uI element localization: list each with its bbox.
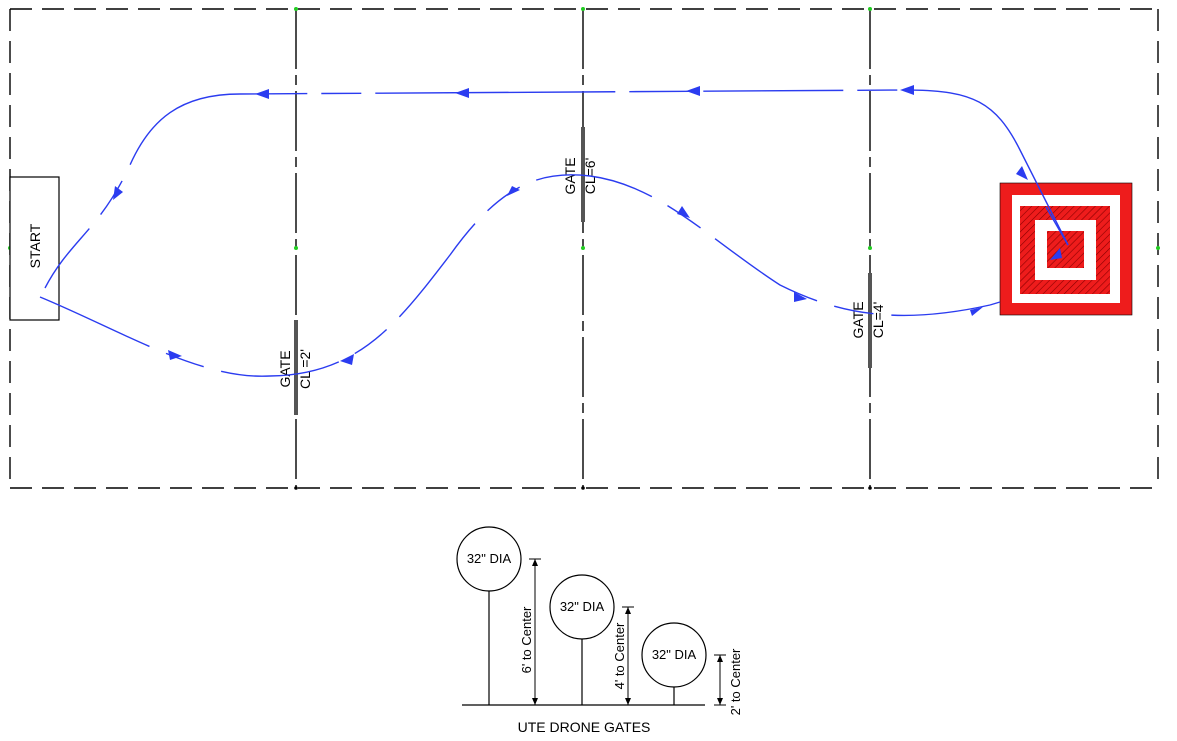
arrow [1016, 166, 1028, 180]
flight-path [39, 89, 1069, 377]
gate-3-cl: CL=4' [870, 302, 886, 339]
bottom-ticks [294, 486, 872, 490]
gate-2-title: GATE [562, 157, 578, 194]
flight-path-target-line [1045, 206, 1069, 246]
start-box: START [9, 176, 60, 321]
start-label: START [27, 223, 43, 268]
arrow [168, 350, 182, 360]
grid-marker [868, 7, 872, 11]
gate-1-label: GATE CL =2' [277, 349, 313, 389]
arrow [970, 307, 983, 316]
flight-path-outbound [39, 174, 991, 377]
landing-target [999, 182, 1133, 316]
grid-marker [1156, 246, 1160, 250]
gates-detail-title: UTE DRONE GATES [518, 719, 651, 735]
gate-1-title: GATE [277, 350, 293, 387]
arrow [507, 186, 520, 196]
arrow [900, 85, 914, 95]
height-label: 4' to Center [612, 622, 627, 689]
detail-gate-4ft: 32" DIA 4' to Center [549, 574, 634, 706]
target-center [1047, 231, 1084, 268]
flight-arrows [113, 85, 1062, 365]
detail-gate-6ft: 32" DIA 6' to Center [456, 526, 541, 706]
dia-label: 32" DIA [560, 599, 605, 614]
flight-path-target-entry [989, 301, 1001, 306]
gate-bar-3 [868, 273, 872, 368]
detail-gate-2ft: 32" DIA 2' to Center [641, 622, 743, 715]
grid-marker [868, 246, 872, 250]
flight-path-return [239, 89, 1069, 246]
arrow [677, 206, 690, 218]
arrow [1050, 248, 1062, 260]
grid-marker [581, 246, 585, 250]
dia-label: 32" DIA [467, 551, 512, 566]
grid-marker [294, 7, 298, 11]
gates-detail: 32" DIA 6' to Center 32" DIA 4' to Cente… [456, 526, 743, 735]
gate-bar-2 [581, 127, 585, 222]
arrow [255, 89, 269, 99]
grid-markers [8, 7, 1160, 250]
start-pad [9, 176, 60, 321]
arrow [794, 292, 807, 302]
arrow [455, 88, 469, 98]
gate-1-cl: CL =2' [297, 349, 313, 389]
gate-bars [294, 127, 872, 415]
flight-path-return-curve [44, 93, 241, 289]
height-label: 2' to Center [728, 648, 743, 715]
arrow [340, 354, 354, 365]
dia-label: 32" DIA [652, 647, 697, 662]
height-label: 6' to Center [519, 606, 534, 673]
arrow [686, 86, 700, 96]
grid-marker [581, 7, 585, 11]
arrow [113, 186, 123, 200]
gate-bar-1 [294, 320, 298, 415]
grid-marker [294, 246, 298, 250]
gate-3-title: GATE [850, 301, 866, 338]
